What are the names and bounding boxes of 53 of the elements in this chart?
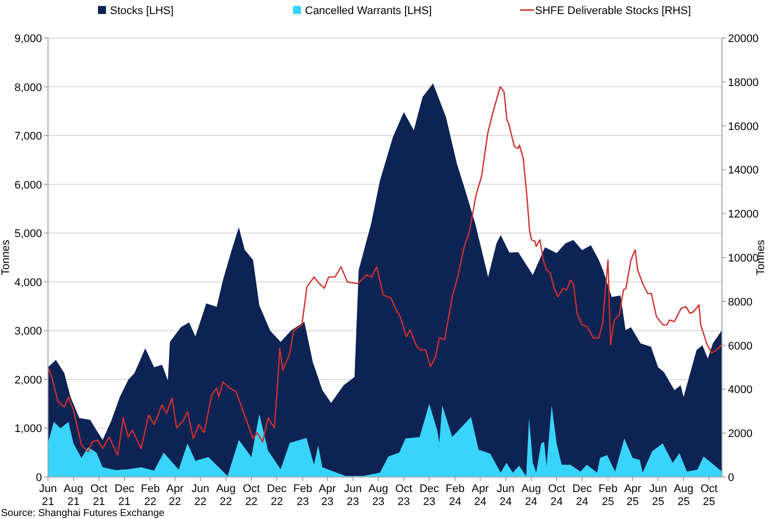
y-tick-label: 0 (36, 472, 42, 484)
x-tick-label: Oct 22 (242, 483, 260, 508)
legend-label: Cancelled Warrants [LHS] (305, 5, 432, 17)
y2-tick-label: 8000 (728, 296, 752, 308)
legend-label: SHFE Deliverable Stocks [RHS] (535, 5, 691, 17)
x-tick-label: Apr 22 (166, 483, 184, 508)
y-tick-label: 7,000 (14, 130, 42, 143)
y2-tick-label: 14000 (728, 164, 759, 177)
y2-tick-label: 6000 (728, 340, 752, 352)
y-tick-label: 9,000 (14, 33, 42, 45)
legend-label: Stocks [LHS] (110, 5, 174, 17)
x-tick-label: Aug 23 (368, 483, 388, 508)
y2-tick-label: 10000 (728, 252, 759, 264)
x-tick-label: Oct 24 (548, 483, 566, 508)
y2-tick-label: 12000 (728, 208, 759, 221)
x-tick-label: Dec 22 (267, 483, 288, 508)
x-tick-label: Aug 25 (674, 483, 694, 508)
y2-tick-label: 16000 (728, 120, 759, 133)
y-tick-label: 5,000 (14, 228, 42, 240)
x-tick-label: Jun 24 (496, 483, 515, 508)
x-tick-label: Aug 22 (216, 483, 236, 508)
source-note: Source: Shanghai Futures Exchange (1, 508, 165, 519)
x-tick-label: Feb 24 (446, 483, 465, 508)
x-tick-label: Dec 23 (419, 483, 440, 508)
x-tick-label: Apr 24 (472, 483, 490, 508)
x-tick-label: Jun 22 (192, 483, 210, 508)
x-tick-label: Feb 22 (140, 483, 160, 508)
x-tick-label: Jun 21 (39, 483, 57, 508)
x-tick-label: Dec 21 (114, 483, 135, 508)
y2-tick-label: 18000 (728, 76, 759, 89)
x-tick-label: Oct 25 (700, 483, 718, 508)
y2-tick-label: 0 (728, 472, 734, 484)
y-tick-label: 4,000 (14, 276, 42, 289)
y-tick-label: 8,000 (14, 82, 42, 94)
x-tick-label: Jun 25 (649, 483, 667, 508)
y-axis-title: Tonnes (0, 239, 12, 276)
x-tick-label: Oct 21 (90, 483, 108, 508)
y-tick-label: 6,000 (14, 179, 42, 192)
y-tick-label: 2,000 (14, 374, 42, 386)
y2-tick-label: 20000 (728, 33, 759, 45)
x-tick-label: Aug 21 (64, 483, 84, 508)
y-tick-label: 3,000 (14, 326, 42, 338)
y2-tick-label: 4000 (728, 384, 752, 396)
x-tick-label: Apr 25 (624, 483, 642, 508)
x-tick-label: Apr 23 (318, 483, 336, 508)
x-tick-label: Jun 23 (344, 483, 362, 508)
x-tick-label: Oct 23 (395, 483, 412, 508)
x-tick-label: Aug 24 (521, 483, 541, 508)
y-tick-label: 1,000 (14, 423, 42, 436)
x-tick-label: Feb 25 (598, 483, 618, 508)
x-tick-label: Feb 23 (293, 483, 312, 508)
y2-tick-label: 2000 (728, 428, 752, 440)
x-tick-label: Dec 24 (572, 483, 592, 508)
